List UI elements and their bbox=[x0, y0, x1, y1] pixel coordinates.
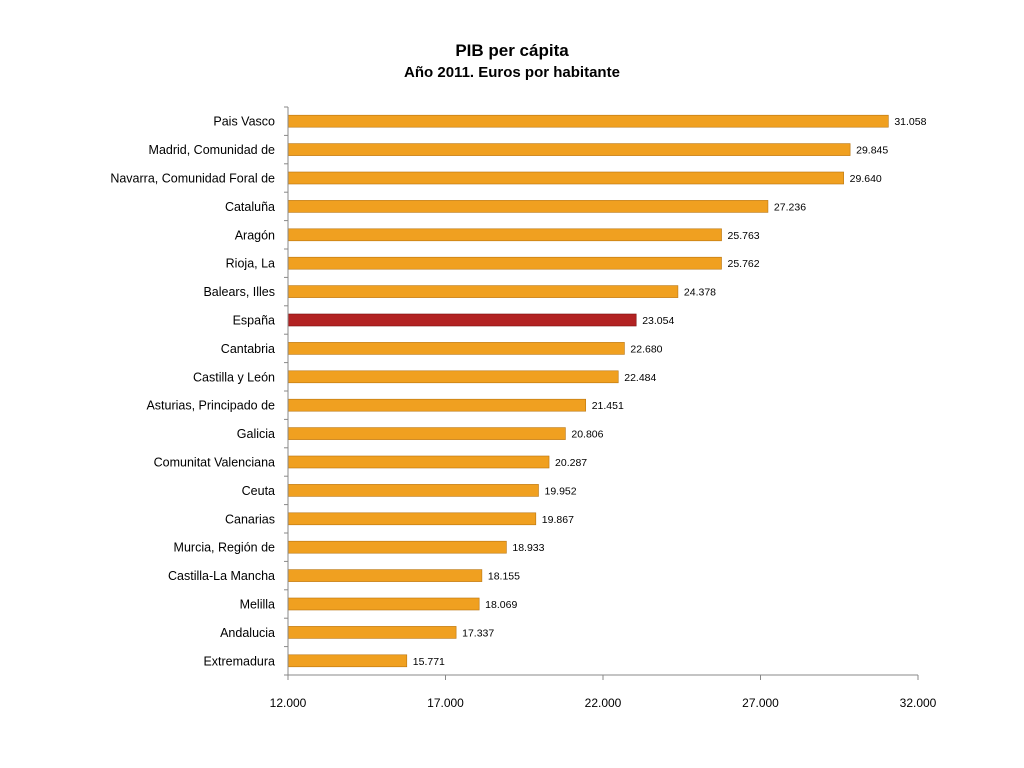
category-label: Canarias bbox=[225, 512, 275, 526]
category-label: Asturias, Principado de bbox=[146, 399, 275, 413]
category-label: Pais Vasco bbox=[213, 115, 275, 129]
bar bbox=[287, 256, 722, 270]
bar bbox=[287, 512, 537, 526]
category-label: Balears, Illes bbox=[203, 285, 275, 299]
value-label: 18.069 bbox=[485, 599, 517, 611]
category-label: Castilla y León bbox=[193, 370, 275, 384]
bar bbox=[287, 285, 679, 298]
category-label: Andalucia bbox=[220, 626, 275, 640]
bar bbox=[287, 398, 587, 412]
category-label: Aragón bbox=[235, 228, 275, 242]
value-label: 22.680 bbox=[630, 343, 662, 355]
category-label: Navarra, Comunidad Foral de bbox=[110, 172, 275, 186]
value-label: 18.933 bbox=[512, 542, 544, 554]
x-tick-label: 32.000 bbox=[900, 696, 937, 710]
value-label: 25.762 bbox=[728, 258, 760, 270]
category-label: Madrid, Comunidad de bbox=[149, 143, 276, 157]
bar bbox=[287, 569, 483, 582]
bar bbox=[287, 540, 507, 554]
value-label: 20.287 bbox=[555, 457, 587, 469]
bar bbox=[287, 171, 844, 185]
value-label: 25.763 bbox=[728, 230, 760, 242]
category-label: Cantabria bbox=[221, 342, 275, 356]
value-label: 29.845 bbox=[856, 145, 888, 157]
x-tick-label: 22.000 bbox=[585, 696, 622, 710]
value-label: 15.771 bbox=[413, 656, 445, 668]
value-label: 29.640 bbox=[850, 173, 882, 185]
chart-title-main: PIB per cápita bbox=[455, 41, 569, 60]
value-label: 18.155 bbox=[488, 571, 520, 583]
value-label: 27.236 bbox=[774, 201, 806, 213]
bar bbox=[287, 200, 769, 213]
bar bbox=[287, 143, 851, 156]
x-tick-label: 12.000 bbox=[270, 696, 307, 710]
category-label: Cataluña bbox=[225, 200, 275, 214]
category-label: Castilla-La Mancha bbox=[168, 569, 275, 583]
bar-highlight bbox=[287, 313, 637, 327]
value-label: 19.867 bbox=[542, 514, 574, 526]
bar bbox=[287, 114, 889, 128]
value-label: 23.054 bbox=[642, 315, 674, 327]
bar bbox=[287, 597, 480, 611]
value-label: 22.484 bbox=[624, 372, 656, 384]
category-label: Rioja, La bbox=[226, 257, 275, 271]
value-label: 20.806 bbox=[571, 429, 603, 441]
bar bbox=[287, 370, 619, 384]
value-label: 24.378 bbox=[684, 287, 716, 299]
x-tick-label: 17.000 bbox=[427, 696, 464, 710]
x-tick-label: 27.000 bbox=[742, 696, 779, 710]
value-label: 19.952 bbox=[544, 485, 576, 497]
bar bbox=[287, 484, 539, 497]
value-label: 17.337 bbox=[462, 627, 494, 639]
category-label: Comunitat Valenciana bbox=[154, 456, 275, 470]
category-label: Melilla bbox=[240, 598, 275, 612]
category-label: Murcia, Región de bbox=[174, 541, 275, 555]
value-label: 21.451 bbox=[592, 400, 624, 412]
chart-subtitle: Año 2011. Euros por habitante bbox=[404, 64, 620, 81]
category-label: España bbox=[233, 314, 275, 328]
chart-title: PIB per cápita Año 2011. Euros por habit… bbox=[0, 40, 1024, 84]
bar bbox=[287, 427, 566, 440]
category-label: Extremadura bbox=[203, 654, 275, 668]
category-label: Galicia bbox=[237, 427, 275, 441]
bar bbox=[287, 626, 457, 639]
category-label: Ceuta bbox=[242, 484, 275, 498]
bar bbox=[287, 228, 722, 242]
bar bbox=[287, 455, 550, 469]
value-label: 31.058 bbox=[894, 116, 926, 128]
bar bbox=[287, 654, 408, 668]
bar bbox=[287, 342, 625, 355]
